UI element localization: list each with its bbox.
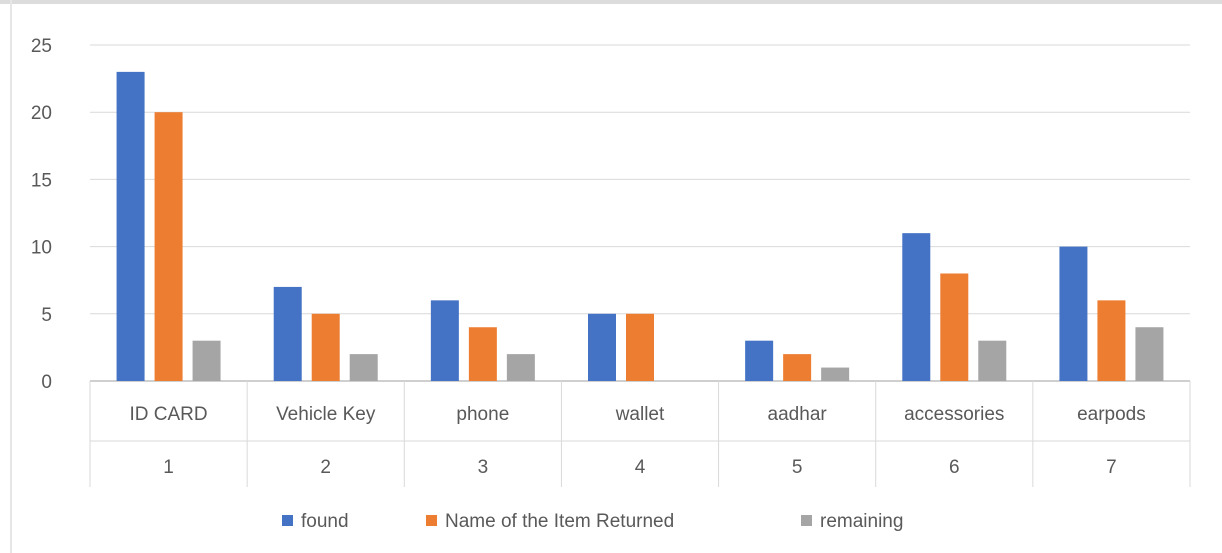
x-category-number: 5 (792, 457, 803, 478)
x-category-label: phone (456, 404, 509, 425)
legend-label: Name of the Item Returned (445, 511, 674, 532)
y-tick-label: 5 (41, 305, 52, 326)
bar-remaining (506, 354, 535, 381)
bar-found (1059, 246, 1088, 381)
bar-remaining (821, 367, 850, 381)
legend-swatch (801, 515, 812, 526)
legend-label: found (301, 511, 349, 532)
legend-swatch (282, 515, 293, 526)
x-category-number: 3 (478, 457, 489, 478)
bar-found (745, 340, 774, 381)
x-category-label: earpods (1077, 404, 1146, 425)
x-category-number: 1 (163, 457, 174, 478)
x-category-number: 7 (1106, 457, 1117, 478)
legend-label: remaining (820, 511, 903, 532)
legend-swatch (426, 515, 437, 526)
y-tick-label: 15 (31, 170, 52, 191)
x-category-number: 6 (949, 457, 960, 478)
bar-name-of-the-item-returned (154, 112, 183, 381)
top-border (0, 0, 1222, 4)
y-tick-label: 20 (31, 103, 52, 124)
bar-name-of-the-item-returned (1097, 300, 1126, 381)
x-category-number: 2 (320, 457, 331, 478)
bar-remaining (192, 340, 221, 381)
x-category-label: Vehicle Key (276, 404, 376, 425)
bar-name-of-the-item-returned (626, 313, 654, 381)
y-tick-label: 10 (31, 238, 52, 259)
bar-remaining (349, 354, 378, 381)
bar-name-of-the-item-returned (311, 313, 340, 381)
bar-name-of-the-item-returned (783, 354, 812, 381)
bar-name-of-the-item-returned (468, 327, 497, 381)
bar-found (902, 233, 931, 381)
bar-found (588, 313, 616, 381)
left-border (10, 0, 12, 553)
y-tick-label: 0 (41, 372, 52, 393)
bar-found (430, 300, 459, 381)
x-category-label: wallet (615, 404, 665, 425)
bar-name-of-the-item-returned (940, 273, 969, 381)
x-category-number: 4 (635, 457, 646, 478)
x-category-label: ID CARD (130, 404, 208, 425)
x-category-label: accessories (904, 404, 1004, 425)
bar-remaining (1135, 327, 1164, 381)
x-category-label: aadhar (768, 404, 828, 425)
bar-found (116, 71, 145, 381)
y-tick-label: 25 (31, 36, 52, 57)
bar-remaining (978, 340, 1007, 381)
bar-found (273, 286, 302, 381)
